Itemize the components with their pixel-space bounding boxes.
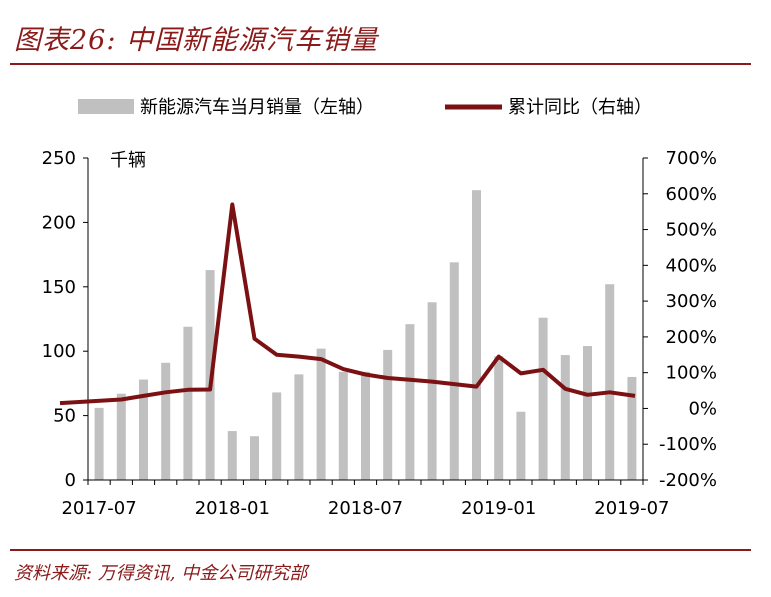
- title-rule: [10, 63, 751, 65]
- bar: [250, 436, 259, 480]
- right-tick-label: -200%: [659, 470, 717, 491]
- left-tick-label: 150: [42, 277, 76, 298]
- legend-bar-label: 新能源汽车当月销量（左轴）: [140, 97, 374, 118]
- legend: 新能源汽车当月销量（左轴） 累计同比（右轴）: [78, 97, 652, 118]
- chart-area: 新能源汽车当月销量（左轴） 累计同比（右轴） 千辆 0 50 100 150 200 25…: [42, 97, 717, 519]
- x-tick-label: 2017-07: [61, 498, 136, 519]
- axes: [83, 157, 648, 485]
- bar: [449, 262, 459, 480]
- bar: [338, 371, 348, 480]
- x-tick-label: 2018-07: [328, 498, 403, 519]
- right-tick-label: 200%: [666, 327, 717, 348]
- bar: [405, 324, 415, 480]
- source-note: 资料来源: 万得资讯, 中金公司研究部: [14, 563, 308, 584]
- bar: [227, 431, 237, 480]
- bar: [472, 190, 481, 480]
- right-tick-label: 600%: [666, 184, 717, 205]
- right-tick-label: 0%: [688, 398, 717, 419]
- right-tick-label: 400%: [666, 255, 717, 276]
- bar: [161, 362, 171, 480]
- x-tick-label: 2019-01: [461, 498, 536, 519]
- chart-title: 图表26: 中国新能源汽车销量: [14, 25, 379, 56]
- bar: [316, 348, 326, 480]
- bar: [516, 411, 526, 480]
- bar: [139, 379, 148, 480]
- bar: [605, 284, 615, 480]
- bar: [538, 317, 548, 480]
- bar: [116, 393, 126, 480]
- right-tick-label: 500%: [666, 220, 717, 241]
- bar: [294, 374, 304, 480]
- right-tick-label: 700%: [666, 148, 717, 169]
- left-tick-label: 0: [65, 470, 76, 491]
- right-tick-label: 300%: [666, 291, 717, 312]
- bar: [627, 376, 637, 480]
- right-tick-label: 100%: [666, 363, 717, 384]
- legend-line-label: 累计同比（右轴）: [508, 97, 652, 118]
- bar: [383, 349, 393, 480]
- bar: [183, 326, 193, 480]
- bar: [361, 371, 370, 480]
- x-tick-label: 2019-07: [594, 498, 669, 519]
- left-tick-label: 200: [42, 212, 76, 233]
- right-tick-label: -100%: [659, 434, 717, 455]
- left-axis-unit: 千辆: [110, 150, 146, 171]
- bar-series: [94, 190, 637, 480]
- left-tick-label: 50: [53, 406, 76, 427]
- bar: [560, 355, 570, 480]
- bar: [427, 302, 437, 480]
- left-tick-label: 100: [42, 341, 76, 362]
- left-tick-label: 250: [42, 148, 76, 169]
- tick-labels: 0 50 100 150 200 250 -200% -100% 0% 100% 200% 300% 4…: [42, 148, 717, 519]
- bar: [494, 356, 504, 480]
- legend-bar-swatch: [78, 99, 134, 114]
- line-series: [59, 202, 636, 406]
- x-tick-label: 2018-01: [195, 498, 270, 519]
- source-rule: [10, 549, 751, 551]
- bar: [583, 346, 592, 480]
- bar: [272, 392, 282, 480]
- bar: [94, 407, 104, 480]
